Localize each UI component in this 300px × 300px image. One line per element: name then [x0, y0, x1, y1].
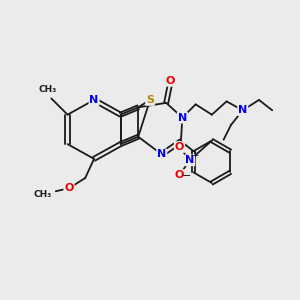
Text: CH₃: CH₃ [39, 85, 57, 94]
Text: O: O [166, 76, 175, 86]
Text: N: N [178, 112, 187, 123]
Text: N: N [157, 149, 167, 159]
Text: S: S [146, 95, 154, 105]
Text: N: N [89, 95, 99, 105]
Text: O: O [64, 183, 74, 193]
Text: −: − [182, 172, 191, 182]
Text: CH₃: CH₃ [34, 190, 52, 199]
Text: O: O [175, 170, 184, 180]
Text: N: N [238, 105, 248, 115]
Text: +: + [191, 151, 199, 160]
Text: N: N [185, 155, 194, 165]
Text: O: O [175, 142, 184, 152]
